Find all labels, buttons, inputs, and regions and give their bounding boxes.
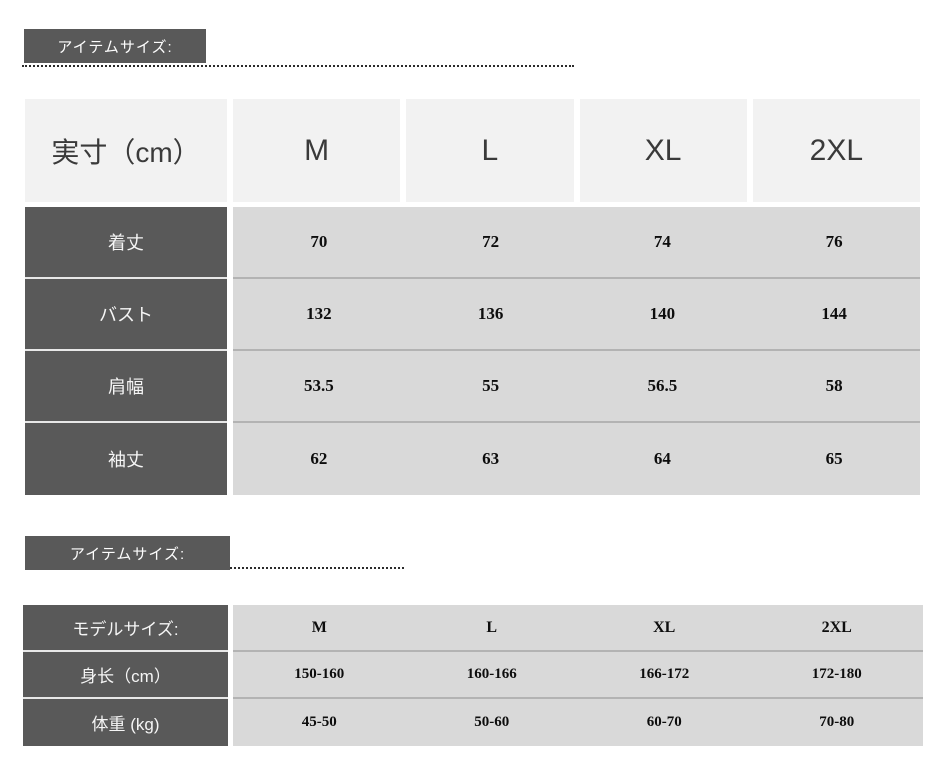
value-cell: 62 bbox=[310, 449, 328, 468]
value-cell: 160-166 bbox=[466, 666, 517, 682]
value-cell: 166-172 bbox=[639, 666, 690, 682]
value-cell: 63 bbox=[482, 449, 500, 468]
table-row-shoulder: 肩幅 53.5 55 56.5 58 bbox=[25, 351, 920, 423]
row-label: バスト bbox=[25, 279, 227, 351]
row-values: 45-50 50-60 60-70 70-80 bbox=[233, 699, 923, 746]
column-header-xl: XL bbox=[579, 99, 747, 202]
value-cell: 65 bbox=[825, 449, 843, 468]
table-row-bust: バスト 132 136 140 144 bbox=[25, 279, 920, 351]
value-cell: 132 bbox=[306, 304, 332, 323]
model-size-corner-label: モデルサイズ: bbox=[23, 605, 228, 652]
item-size-heading-2: アイテムサイズ: bbox=[25, 536, 230, 570]
column-header-xl: XL bbox=[653, 618, 676, 636]
row-values: 132 136 140 144 bbox=[233, 279, 920, 351]
row-values: 62 63 64 65 bbox=[233, 423, 920, 495]
column-header-l: L bbox=[486, 618, 498, 636]
value-cell: 172-180 bbox=[811, 666, 862, 682]
item-size-heading-1: アイテムサイズ: bbox=[24, 29, 206, 63]
value-cell: 55 bbox=[482, 376, 500, 395]
value-cell: 50-60 bbox=[474, 714, 510, 730]
row-values: 150-160 160-166 166-172 172-180 bbox=[233, 652, 923, 699]
measurement-table-header-row: 実寸（cm） M L XL 2XL bbox=[25, 99, 920, 202]
value-cell: 58 bbox=[825, 376, 843, 395]
value-cell: 150-160 bbox=[294, 666, 345, 682]
row-label: 体重 (kg) bbox=[23, 699, 228, 746]
value-cell: 136 bbox=[477, 304, 504, 323]
row-label: 肩幅 bbox=[25, 351, 227, 423]
value-cell: 72 bbox=[482, 232, 500, 251]
row-values: M L XL 2XL bbox=[233, 605, 923, 652]
table-row-height: 身长（cm） 150-160 160-166 166-172 172-180 bbox=[23, 652, 923, 699]
row-values: 53.5 55 56.5 58 bbox=[233, 351, 920, 423]
value-cell: 140 bbox=[649, 304, 676, 323]
dotted-divider-2 bbox=[230, 567, 404, 569]
table-row-weight: 体重 (kg) 45-50 50-60 60-70 70-80 bbox=[23, 699, 923, 746]
measurement-table-corner-label: 実寸（cm） bbox=[25, 99, 227, 202]
table-row-length: 着丈 70 72 74 76 bbox=[25, 207, 920, 279]
column-header-l: L bbox=[406, 99, 574, 202]
row-values: 70 72 74 76 bbox=[233, 207, 920, 279]
column-header-m: M bbox=[233, 99, 401, 202]
column-header-2xl: 2XL bbox=[821, 618, 852, 636]
value-cell: 53.5 bbox=[304, 376, 334, 395]
model-size-header-row: モデルサイズ: M L XL 2XL bbox=[23, 605, 923, 652]
row-label: 身长（cm） bbox=[23, 652, 228, 699]
table-row-sleeve: 袖丈 62 63 64 65 bbox=[25, 423, 920, 495]
value-cell: 60-70 bbox=[646, 714, 682, 730]
model-size-table: モデルサイズ: M L XL 2XL 身长（cm） 150-160 160-16… bbox=[23, 605, 923, 746]
row-label: 袖丈 bbox=[25, 423, 227, 495]
value-cell: 76 bbox=[825, 232, 843, 251]
value-cell: 64 bbox=[653, 449, 671, 468]
row-label: 着丈 bbox=[25, 207, 227, 279]
dotted-divider-1 bbox=[22, 65, 574, 67]
value-cell: 74 bbox=[653, 232, 671, 251]
value-cell: 56.5 bbox=[647, 376, 678, 395]
value-cell: 70 bbox=[310, 232, 328, 251]
column-header-2xl: 2XL bbox=[752, 99, 920, 202]
measurement-table: 実寸（cm） M L XL 2XL 着丈 70 72 74 76 バスト 132… bbox=[25, 99, 920, 495]
value-cell: 144 bbox=[821, 304, 847, 323]
value-cell: 45-50 bbox=[301, 714, 337, 730]
column-header-m: M bbox=[311, 618, 327, 636]
value-cell: 70-80 bbox=[819, 714, 855, 730]
